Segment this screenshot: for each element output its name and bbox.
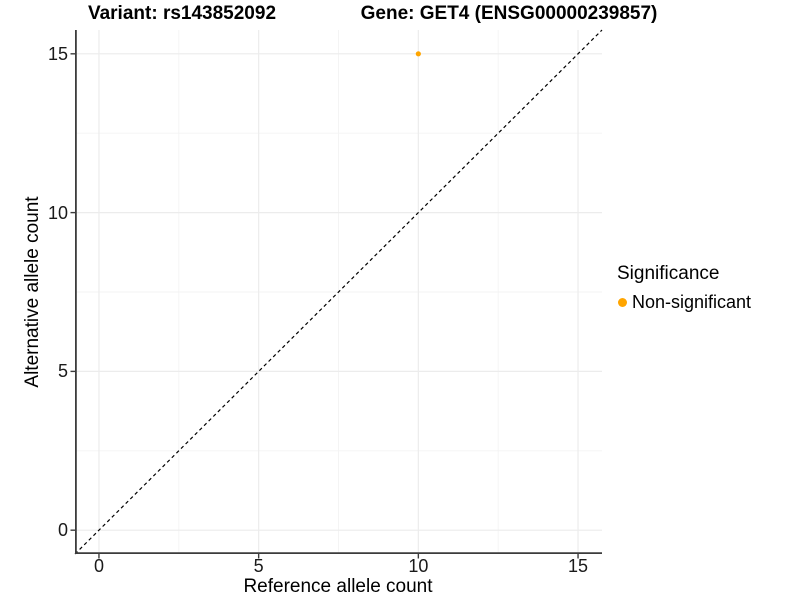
x-tick-label: 15 (568, 556, 589, 576)
x-tick-label: 0 (93, 556, 104, 576)
legend-items: Non-significant (617, 292, 751, 313)
plot-title-variant: Variant: rs143852092 (87, 3, 277, 24)
y-axis-title: Alternative allele count (22, 196, 43, 388)
identity-dashed-line (74, 29, 603, 555)
legend-item: Non-significant (617, 292, 751, 313)
plot-panel (70, 29, 603, 559)
data-point (415, 51, 421, 57)
y-tick-label: 15 (47, 43, 68, 64)
y-tick-label: 0 (57, 520, 68, 541)
legend-title: Significance (617, 263, 720, 284)
y-tick-label: 10 (47, 202, 68, 223)
x-tick-label: 10 (408, 556, 429, 576)
x-tick-label: 5 (253, 556, 264, 576)
x-axis-title: Reference allele count (243, 576, 433, 597)
plot-title-gene: Gene: GET4 (ENSG00000239857) (360, 3, 658, 24)
y-tick-label: 5 (57, 361, 68, 382)
legend-key-dot-icon (618, 298, 627, 307)
legend: Significance Non-significant (617, 263, 751, 313)
legend-item-label: Non-significant (632, 292, 752, 312)
